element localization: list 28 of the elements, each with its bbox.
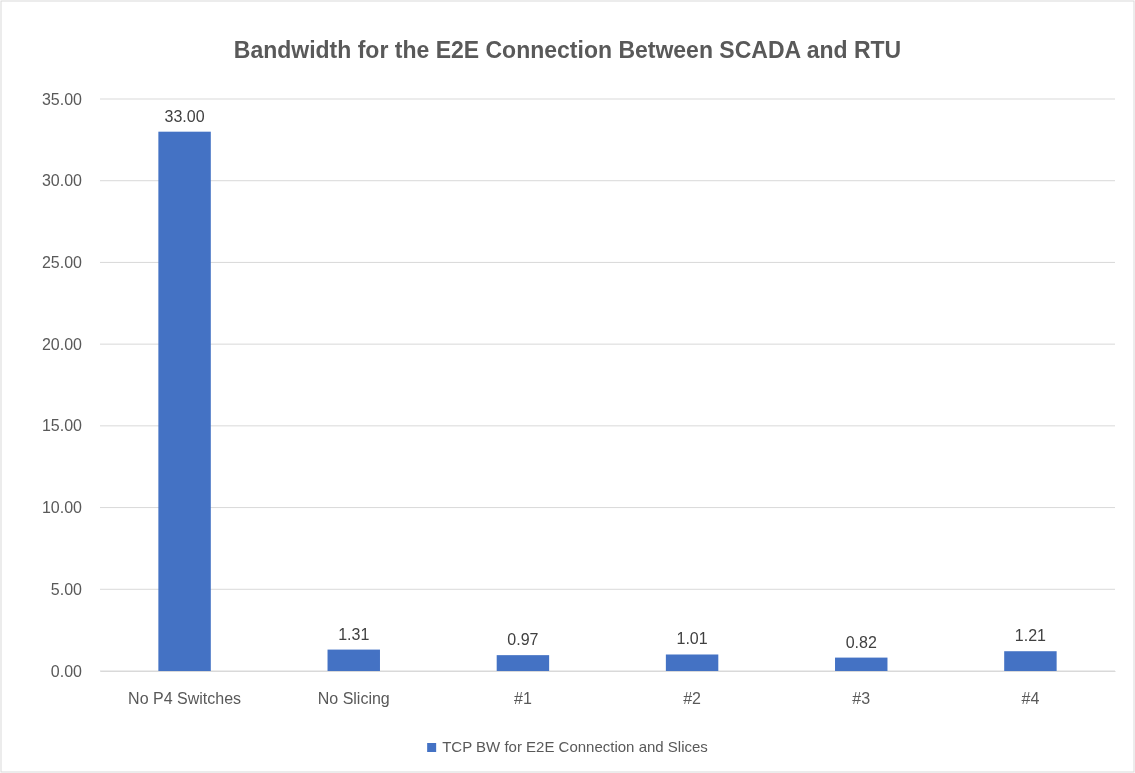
data-label: 1.21 xyxy=(1014,627,1047,645)
y-tick-label: 30.00 xyxy=(41,172,83,190)
y-tick-label: 35.00 xyxy=(41,90,83,108)
legend-label: TCP BW for E2E Connection and Slices xyxy=(442,738,708,755)
bar xyxy=(327,649,380,671)
bar xyxy=(496,655,550,671)
data-label: 33.00 xyxy=(164,107,205,125)
y-tick-label: 10.00 xyxy=(41,499,83,517)
x-tick-label: No Slicing xyxy=(317,690,390,708)
bar xyxy=(1004,651,1057,671)
bar xyxy=(835,657,888,671)
y-tick-label: 25.00 xyxy=(41,254,83,272)
x-tick-label: #4 xyxy=(1021,690,1040,708)
y-tick-label: 20.00 xyxy=(41,335,83,353)
chart-title: Bandwidth for the E2E Connection Between SCADA and RTU xyxy=(233,37,902,63)
data-label: 0.82 xyxy=(845,633,877,651)
data-label: 0.97 xyxy=(507,631,539,649)
x-tick-label: #2 xyxy=(683,690,702,708)
x-tick-label: #1 xyxy=(514,690,532,708)
data-label: 1.31 xyxy=(338,625,370,643)
bar xyxy=(665,654,719,671)
y-tick-label: 0.00 xyxy=(50,662,83,680)
bar xyxy=(158,131,211,671)
data-label: 1.01 xyxy=(676,630,708,648)
x-tick-label: No P4 Switches xyxy=(128,690,242,708)
x-tick-label: #3 xyxy=(852,690,871,708)
y-tick-label: 15.00 xyxy=(41,417,83,435)
y-tick-label: 5.00 xyxy=(50,580,83,598)
